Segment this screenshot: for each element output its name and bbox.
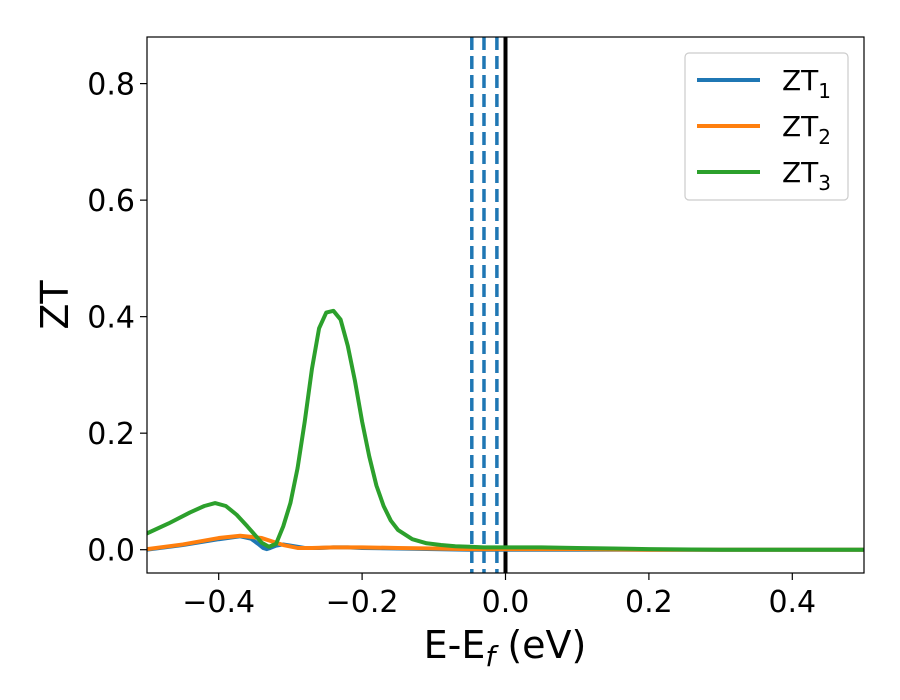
legend-frame [684, 52, 849, 201]
series-line-3 [147, 308, 864, 552]
legend-label-main: ZT [782, 110, 819, 143]
legend-label-subscript: 3 [818, 171, 831, 195]
y-tick-label: 0.4 [87, 301, 135, 336]
legend-label-main: ZT [782, 156, 819, 189]
x-axis-label-unit: (eV) [495, 623, 586, 667]
y-tick-label: 0.2 [87, 417, 135, 452]
legend-label-2: ZT2 [782, 110, 831, 149]
x-axis-ticks: −0.4 −0.2 0.0 0.2 0.4 [182, 573, 816, 620]
reference-lines [470, 37, 508, 573]
series-lines [147, 308, 864, 552]
legend-label-3: ZT3 [782, 156, 831, 195]
x-tick-label: 0.4 [768, 585, 816, 620]
x-tick-label: −0.2 [326, 585, 399, 620]
y-tick-label: 0.8 [87, 68, 135, 103]
x-axis-label-main: E-E [424, 623, 486, 667]
y-axis-label: ZT [33, 280, 77, 330]
y-axis-ticks: 0.0 0.2 0.4 0.6 0.8 [87, 68, 147, 569]
x-tick-label: 0.0 [482, 585, 530, 620]
y-tick-label: 0.6 [87, 184, 135, 219]
y-tick-label: 0.0 [87, 534, 135, 569]
legend-label-subscript: 1 [818, 79, 831, 103]
legend-label-1: ZT1 [782, 64, 831, 103]
x-tick-label: −0.4 [182, 585, 255, 620]
legend-label-subscript: 2 [818, 125, 831, 149]
x-axis-label: E-Ef (eV) [424, 623, 587, 673]
x-tick-label: 0.2 [625, 585, 673, 620]
legend-label-main: ZT [782, 64, 819, 97]
